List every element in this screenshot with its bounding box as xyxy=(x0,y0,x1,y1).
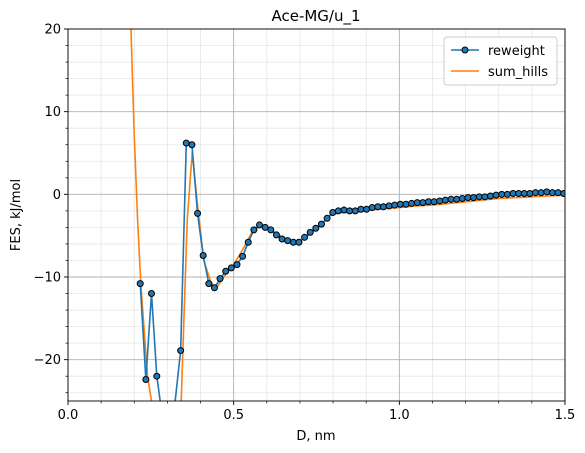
data-point-reweight xyxy=(515,190,523,198)
data-point-reweight xyxy=(503,190,511,198)
data-point-reweight xyxy=(424,198,432,206)
x-tick-label: 1.0 xyxy=(389,408,410,423)
data-point-reweight xyxy=(396,200,404,208)
data-point-reweight xyxy=(306,228,314,236)
data-point-reweight xyxy=(239,252,247,260)
data-point-reweight xyxy=(351,207,359,215)
data-point-reweight xyxy=(233,261,241,269)
data-point-reweight xyxy=(385,202,393,210)
data-point-reweight xyxy=(481,193,489,201)
data-point-reweight xyxy=(205,280,213,288)
data-point-reweight xyxy=(374,203,382,211)
data-point-reweight xyxy=(340,206,348,214)
data-point-reweight xyxy=(520,190,528,198)
data-point-reweight xyxy=(261,223,269,231)
data-point-reweight xyxy=(147,290,155,298)
data-point-reweight xyxy=(256,221,264,229)
y-tick-label: −10 xyxy=(34,271,61,286)
data-point-reweight xyxy=(560,190,565,198)
data-point-reweight xyxy=(199,252,207,260)
x-tick-label: 1.5 xyxy=(555,408,576,423)
data-point-reweight xyxy=(222,267,230,275)
data-point-reweight xyxy=(295,238,303,246)
data-point-reweight xyxy=(543,188,551,196)
data-point-reweight xyxy=(402,200,410,208)
axis-ticks: 0.0 0.5 1.0 1.5 −20 −10 0 10 20 xyxy=(34,23,576,424)
chart-title: Ace-MG/u_1 xyxy=(271,7,360,26)
data-point-reweight xyxy=(244,238,252,246)
data-point-reweight xyxy=(379,203,387,211)
data-point-reweight xyxy=(329,209,337,217)
data-point-reweight xyxy=(357,205,365,213)
data-point-reweight xyxy=(289,238,297,246)
legend-label-reweight: reweight xyxy=(488,44,545,59)
data-point-reweight xyxy=(475,193,483,201)
data-point-reweight xyxy=(177,347,185,355)
data-point-reweight xyxy=(554,189,562,197)
data-point-reweight xyxy=(548,189,556,197)
data-point-reweight xyxy=(447,195,455,203)
x-axis-label: D, nm xyxy=(296,429,335,444)
data-point-reweight xyxy=(509,190,517,198)
x-tick-label: 0.0 xyxy=(58,408,79,423)
y-tick-label: −20 xyxy=(34,353,61,368)
data-point-reweight xyxy=(182,139,190,147)
legend-marker-reweight xyxy=(461,46,469,54)
y-tick-label: 20 xyxy=(44,23,61,38)
data-point-reweight xyxy=(408,199,416,207)
data-point-reweight xyxy=(301,233,309,241)
y-tick-label: 0 xyxy=(53,188,61,203)
data-point-reweight xyxy=(441,196,449,204)
y-tick-label: 10 xyxy=(44,105,61,120)
series-layer xyxy=(130,29,565,401)
data-point-reweight xyxy=(250,226,258,234)
plot-area xyxy=(68,29,565,401)
data-point-reweight xyxy=(486,192,494,200)
data-point-reweight xyxy=(272,231,280,239)
data-point-reweight xyxy=(368,204,376,212)
data-point-reweight xyxy=(391,201,399,209)
data-point-reweight xyxy=(526,190,534,198)
data-point-reweight xyxy=(210,284,218,292)
data-point-reweight xyxy=(430,198,438,206)
data-point-reweight xyxy=(532,189,540,197)
data-point-reweight xyxy=(136,280,144,288)
data-point-reweight xyxy=(267,226,275,234)
data-point-reweight xyxy=(188,141,196,149)
data-point-reweight xyxy=(216,275,224,283)
data-point-reweight xyxy=(464,194,472,202)
data-point-reweight xyxy=(498,190,506,198)
data-point-reweight xyxy=(419,199,427,207)
y-axis-label: FES, kJ/mol xyxy=(9,179,24,251)
data-point-reweight xyxy=(413,199,421,207)
data-point-reweight xyxy=(458,194,466,202)
data-point-reweight xyxy=(436,197,444,205)
data-point-reweight xyxy=(492,191,500,199)
data-point-reweight xyxy=(537,189,545,197)
data-point-reweight xyxy=(312,224,320,232)
data-point-reweight xyxy=(346,207,354,215)
data-point-reweight xyxy=(227,264,235,272)
legend-box xyxy=(443,36,558,86)
plot-frame xyxy=(67,28,566,402)
data-point-reweight xyxy=(317,220,325,228)
x-tick-label: 0.5 xyxy=(223,408,244,423)
legend-label-sum-hills: sum_hills xyxy=(488,65,548,80)
data-point-reweight xyxy=(153,372,161,380)
data-point-reweight xyxy=(142,376,150,384)
data-point-reweight xyxy=(194,209,202,217)
legend: reweight sum_hills xyxy=(443,36,558,86)
data-point-reweight xyxy=(323,214,331,222)
data-point-reweight xyxy=(334,207,342,215)
data-point-reweight xyxy=(363,205,371,213)
data-point-reweight xyxy=(278,235,286,243)
data-point-reweight xyxy=(453,195,461,203)
data-point-reweight xyxy=(470,194,478,202)
data-point-reweight xyxy=(284,237,292,245)
